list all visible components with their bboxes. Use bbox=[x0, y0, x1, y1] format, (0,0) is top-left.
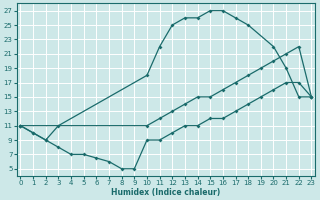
X-axis label: Humidex (Indice chaleur): Humidex (Indice chaleur) bbox=[111, 188, 220, 197]
